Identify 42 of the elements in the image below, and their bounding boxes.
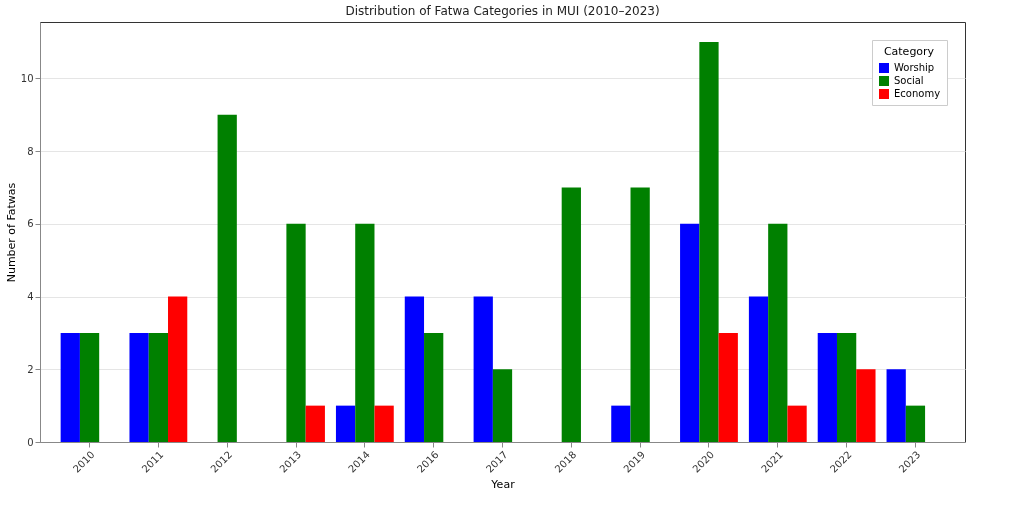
bar [286, 223, 306, 442]
legend-label: Worship [894, 62, 935, 73]
y-tick-label: 0 [27, 436, 34, 448]
bar [699, 42, 719, 442]
bar [630, 187, 650, 442]
bar [148, 332, 169, 442]
bar [335, 405, 356, 442]
bar [305, 405, 325, 442]
y-axis-title: Number of Fatwas [4, 182, 18, 283]
y-tick-label: 6 [27, 218, 34, 230]
bar [748, 296, 769, 442]
chart-title: Distribution of Fatwa Categories in MUI (2010–2023) [345, 4, 660, 18]
bar [129, 332, 149, 442]
bar [79, 332, 100, 442]
bar [905, 405, 926, 442]
bar [611, 405, 631, 442]
bar [856, 369, 876, 442]
bar [886, 369, 906, 442]
bar [60, 332, 80, 442]
legend-label: Economy [894, 88, 941, 99]
bar [718, 332, 738, 442]
bar [680, 223, 700, 442]
y-tick-label: 4 [27, 291, 34, 303]
bar [768, 223, 788, 442]
bar [374, 405, 394, 442]
bar [404, 296, 425, 442]
legend-label: Social [894, 75, 924, 86]
bar [787, 405, 807, 442]
bar [217, 114, 237, 442]
y-tick-label: 8 [27, 145, 34, 157]
x-axis-title: Year [490, 477, 516, 491]
bar [355, 223, 375, 442]
bar [424, 332, 444, 442]
bar [168, 296, 188, 442]
y-tick-label: 10 [20, 72, 34, 84]
bar [473, 296, 493, 442]
bar [561, 187, 581, 442]
legend-title: Category [883, 45, 935, 58]
bar [836, 332, 857, 442]
y-tick-label: 2 [27, 363, 34, 375]
bar [492, 369, 513, 442]
bar [817, 332, 837, 442]
